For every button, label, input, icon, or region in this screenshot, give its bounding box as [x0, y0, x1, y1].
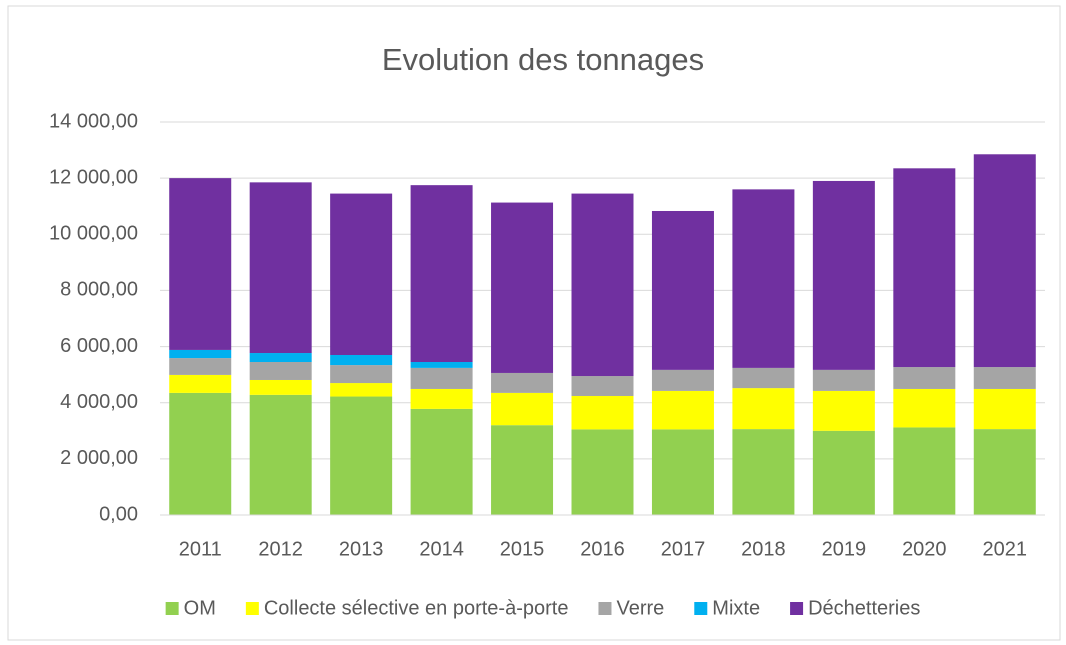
bar-segment [249, 394, 312, 515]
bar-segment [491, 202, 554, 373]
bar-segment [732, 189, 795, 368]
legend-label: Mixte [712, 597, 760, 619]
bar-segment [330, 193, 393, 355]
bar-segment [651, 369, 714, 391]
y-tick-label: 0,00 [99, 503, 138, 525]
bar-segment [571, 193, 634, 377]
legend-swatch [790, 602, 804, 615]
bar-segment [893, 388, 956, 428]
bar-segment [169, 358, 232, 375]
bar-segment [973, 154, 1036, 368]
bar-segment [732, 367, 795, 389]
bar-segment [249, 182, 312, 354]
y-tick-label: 4 000,00 [60, 391, 138, 413]
y-tick-label: 10 000,00 [49, 223, 138, 245]
x-tick-label: 2016 [580, 538, 625, 560]
legend-swatch [165, 602, 179, 615]
legend-label: Déchetteries [808, 597, 920, 619]
bar-segment [571, 395, 634, 430]
bar-segment [249, 379, 312, 395]
bar-segment [732, 388, 795, 430]
bar-segment [169, 374, 232, 393]
bar-segment [973, 429, 1036, 515]
bar-segment [893, 427, 956, 515]
y-tick-label: 12 000,00 [49, 166, 138, 188]
bar-segment [893, 168, 956, 368]
x-tick-label: 2011 [179, 538, 222, 560]
bar-segment [973, 388, 1036, 430]
bar-segment [491, 425, 554, 515]
y-tick-label: 2 000,00 [60, 447, 138, 469]
bar-segment [249, 353, 312, 363]
bar-segment [249, 362, 312, 380]
legend-swatch [694, 602, 708, 615]
bar-segment [571, 376, 634, 396]
y-tick-label: 8 000,00 [60, 279, 138, 301]
bar-segment [330, 396, 393, 515]
bar-segment [812, 369, 875, 391]
x-tick-label: 2014 [419, 538, 464, 560]
bar-segment [732, 429, 795, 515]
bar-segment [651, 210, 714, 370]
bar-segment [973, 367, 1036, 389]
x-tick-label: 2020 [902, 538, 947, 560]
bar-segment [571, 429, 634, 515]
bar-segment [410, 388, 473, 409]
chart-title: Evolution des tonnages [382, 42, 704, 77]
legend-label: OM [184, 597, 216, 619]
bar-segment [330, 383, 393, 397]
bar-segment [330, 365, 393, 384]
bar-segment [410, 185, 473, 363]
x-tick-label: 2012 [258, 538, 303, 560]
bar-segment [491, 392, 554, 426]
bar-segment [169, 349, 232, 359]
bar-segment [893, 367, 956, 389]
x-tick-label: 2019 [822, 538, 867, 560]
y-tick-label: 14 000,00 [49, 110, 138, 132]
bar-segment [410, 408, 473, 515]
legend-swatch [598, 602, 612, 615]
bar-segment [410, 367, 473, 389]
bar-segment [812, 430, 875, 515]
bar-segment [410, 362, 473, 368]
x-tick-label: 2015 [500, 538, 545, 560]
bar-segment [169, 178, 232, 350]
bar-segment [169, 392, 232, 515]
bar-segment [812, 390, 875, 431]
y-tick-label: 6 000,00 [60, 335, 138, 357]
legend-label: Verre [616, 597, 664, 619]
legend-swatch [245, 602, 259, 615]
x-tick-label: 2013 [339, 538, 384, 560]
bar-segment [651, 390, 714, 430]
x-tick-label: 2017 [661, 538, 706, 560]
bar-segment [491, 372, 554, 393]
x-tick-label: 2021 [983, 538, 1028, 560]
bar-segment [330, 354, 393, 366]
bar-segment [812, 180, 875, 370]
legend-label: Collecte sélective en porte-à-porte [264, 597, 569, 619]
x-tick-label: 2018 [741, 538, 786, 560]
bar-segment [651, 429, 714, 515]
